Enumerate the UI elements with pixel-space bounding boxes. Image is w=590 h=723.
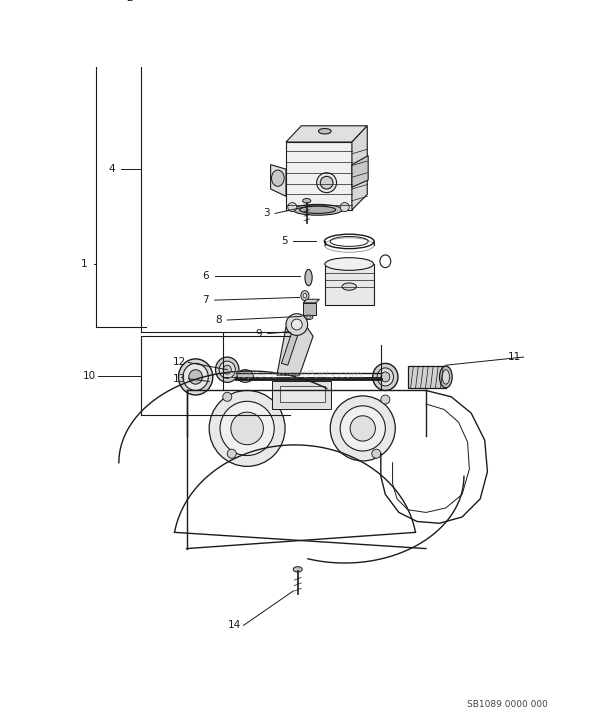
Circle shape xyxy=(291,319,302,330)
Text: 13: 13 xyxy=(173,374,186,384)
Ellipse shape xyxy=(301,291,309,301)
Bar xyxy=(280,386,325,402)
Ellipse shape xyxy=(306,316,311,318)
Ellipse shape xyxy=(178,359,213,395)
Ellipse shape xyxy=(219,361,235,378)
Text: 9: 9 xyxy=(255,328,262,338)
Polygon shape xyxy=(352,155,368,187)
Polygon shape xyxy=(271,165,286,196)
Bar xyxy=(408,366,446,388)
Ellipse shape xyxy=(317,173,336,192)
Text: eReplacementParts.com: eReplacementParts.com xyxy=(227,370,363,380)
Circle shape xyxy=(350,416,375,441)
Ellipse shape xyxy=(271,170,284,187)
Text: 12: 12 xyxy=(173,357,186,367)
Circle shape xyxy=(231,412,263,445)
Text: 8: 8 xyxy=(215,315,221,325)
Ellipse shape xyxy=(325,257,373,270)
Ellipse shape xyxy=(300,206,336,213)
Text: 14: 14 xyxy=(228,620,241,630)
Text: 6: 6 xyxy=(202,270,209,281)
Circle shape xyxy=(223,393,232,401)
Text: 3: 3 xyxy=(263,208,270,218)
Ellipse shape xyxy=(183,364,208,390)
Polygon shape xyxy=(286,142,352,210)
Text: SB1089 0000 000: SB1089 0000 000 xyxy=(467,701,548,709)
Circle shape xyxy=(330,396,395,461)
Circle shape xyxy=(372,449,381,458)
Text: 2: 2 xyxy=(126,0,133,2)
Ellipse shape xyxy=(440,366,452,388)
Ellipse shape xyxy=(320,176,333,189)
Ellipse shape xyxy=(305,270,312,286)
Bar xyxy=(273,382,331,408)
Circle shape xyxy=(381,395,390,404)
Circle shape xyxy=(286,314,307,335)
Polygon shape xyxy=(277,322,313,375)
Text: 1: 1 xyxy=(81,259,88,269)
Circle shape xyxy=(288,202,297,212)
Circle shape xyxy=(227,449,236,458)
Polygon shape xyxy=(352,126,367,210)
Circle shape xyxy=(209,390,285,466)
Polygon shape xyxy=(281,322,301,365)
Ellipse shape xyxy=(381,372,390,382)
Text: 11: 11 xyxy=(508,352,521,362)
Ellipse shape xyxy=(223,365,231,375)
Ellipse shape xyxy=(293,567,302,572)
Ellipse shape xyxy=(189,369,202,384)
Ellipse shape xyxy=(377,368,394,386)
Ellipse shape xyxy=(293,205,342,215)
Circle shape xyxy=(340,406,385,451)
Text: 7: 7 xyxy=(202,295,209,305)
Ellipse shape xyxy=(237,369,254,382)
Text: 10: 10 xyxy=(83,371,96,381)
Circle shape xyxy=(220,401,274,455)
Circle shape xyxy=(340,202,349,212)
Polygon shape xyxy=(286,126,367,142)
Ellipse shape xyxy=(442,369,450,384)
Ellipse shape xyxy=(304,315,313,320)
Bar xyxy=(303,303,316,315)
Ellipse shape xyxy=(215,357,239,382)
Bar xyxy=(325,264,373,304)
Ellipse shape xyxy=(303,199,311,203)
Ellipse shape xyxy=(373,364,398,390)
Text: 5: 5 xyxy=(281,236,287,247)
Ellipse shape xyxy=(342,283,356,290)
Text: 4: 4 xyxy=(109,164,115,174)
Polygon shape xyxy=(303,299,319,303)
Ellipse shape xyxy=(303,294,307,298)
Ellipse shape xyxy=(319,129,331,134)
